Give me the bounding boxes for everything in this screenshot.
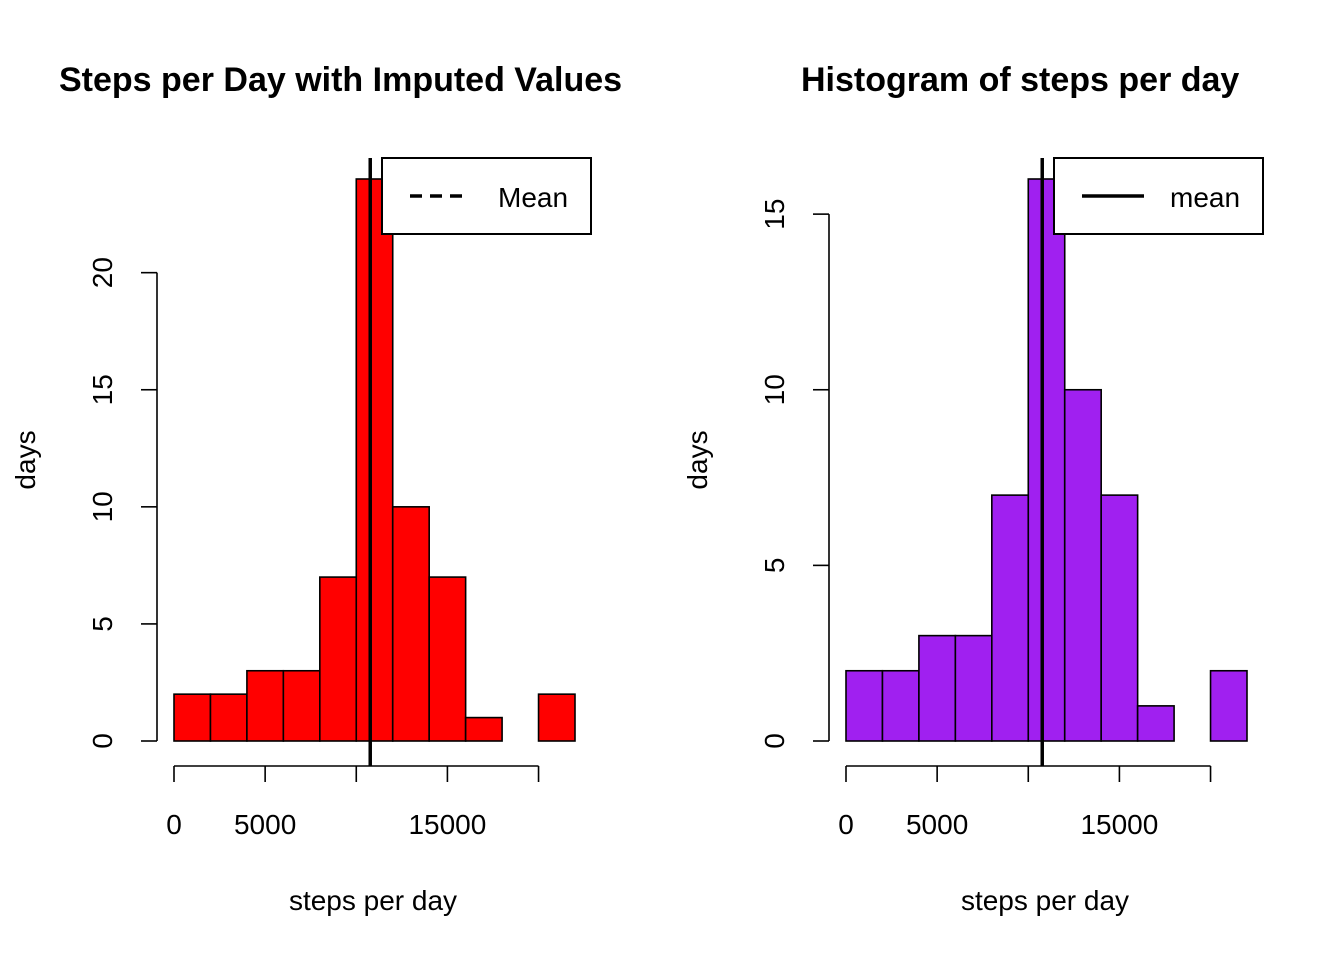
x-axis-label: steps per day bbox=[961, 885, 1129, 916]
x-tick-label: 5000 bbox=[234, 809, 296, 840]
histogram-bar bbox=[991, 494, 1030, 742]
steps-histogram-panel: Histogram of steps per day 0 5 10 15 0 5000 1… bbox=[682, 61, 1264, 916]
histogram-bar bbox=[464, 716, 503, 742]
histogram-bar bbox=[209, 693, 248, 742]
histogram-bar bbox=[319, 576, 358, 742]
x-axis-label: steps per day bbox=[289, 885, 457, 916]
y-axis: 0 5 10 15 bbox=[759, 199, 830, 749]
y-axis-label: days bbox=[10, 430, 41, 489]
y-axis: 0 5 10 15 20 bbox=[87, 257, 158, 749]
histogram-bar bbox=[881, 669, 920, 742]
x-tick-label: 15000 bbox=[1080, 809, 1158, 840]
legend-label: mean bbox=[1170, 182, 1240, 213]
bars-group bbox=[845, 178, 1248, 742]
histogram-bar bbox=[1100, 494, 1139, 742]
y-tick-label: 15 bbox=[87, 374, 118, 405]
x-tick-label: 5000 bbox=[906, 809, 968, 840]
imputed-steps-histogram-panel: Steps per Day with Imputed Values 0 5 10 15… bbox=[10, 61, 622, 916]
chart-title: Steps per Day with Imputed Values bbox=[59, 61, 622, 99]
chart-title: Histogram of steps per day bbox=[801, 61, 1239, 99]
y-tick-label: 5 bbox=[759, 558, 790, 574]
y-tick-label: 0 bbox=[759, 733, 790, 749]
legend: Mean bbox=[381, 157, 592, 235]
legend-label: Mean bbox=[498, 182, 568, 213]
histogram-bar bbox=[355, 178, 394, 742]
y-tick-label: 15 bbox=[759, 199, 790, 230]
y-tick-label: 20 bbox=[87, 257, 118, 288]
y-axis-label: days bbox=[682, 430, 713, 489]
histogram-bar bbox=[282, 669, 321, 742]
bars-group bbox=[173, 178, 576, 742]
x-tick-label: 15000 bbox=[408, 809, 486, 840]
histogram-bar bbox=[246, 669, 285, 742]
histogram-bar bbox=[1136, 705, 1175, 742]
histogram-bar bbox=[918, 634, 957, 742]
y-tick-label: 10 bbox=[759, 374, 790, 405]
y-tick-label: 5 bbox=[87, 616, 118, 632]
x-axis: 0 5000 15000 bbox=[838, 765, 1212, 840]
y-tick-label: 0 bbox=[87, 733, 118, 749]
x-tick-label: 0 bbox=[838, 809, 854, 840]
histogram-bar bbox=[1209, 669, 1248, 742]
x-axis: 0 5000 15000 bbox=[166, 765, 540, 840]
histogram-bar bbox=[954, 634, 993, 742]
histogram-bar bbox=[537, 693, 576, 742]
x-tick-label: 0 bbox=[166, 809, 182, 840]
histogram-bar bbox=[173, 693, 212, 742]
y-tick-label: 10 bbox=[87, 491, 118, 522]
histogram-bar bbox=[1063, 388, 1102, 742]
histogram-bar bbox=[845, 669, 884, 742]
legend: mean bbox=[1053, 157, 1264, 235]
histogram-bar bbox=[1027, 178, 1066, 742]
histogram-bar bbox=[428, 576, 467, 742]
histogram-bar bbox=[391, 506, 430, 742]
